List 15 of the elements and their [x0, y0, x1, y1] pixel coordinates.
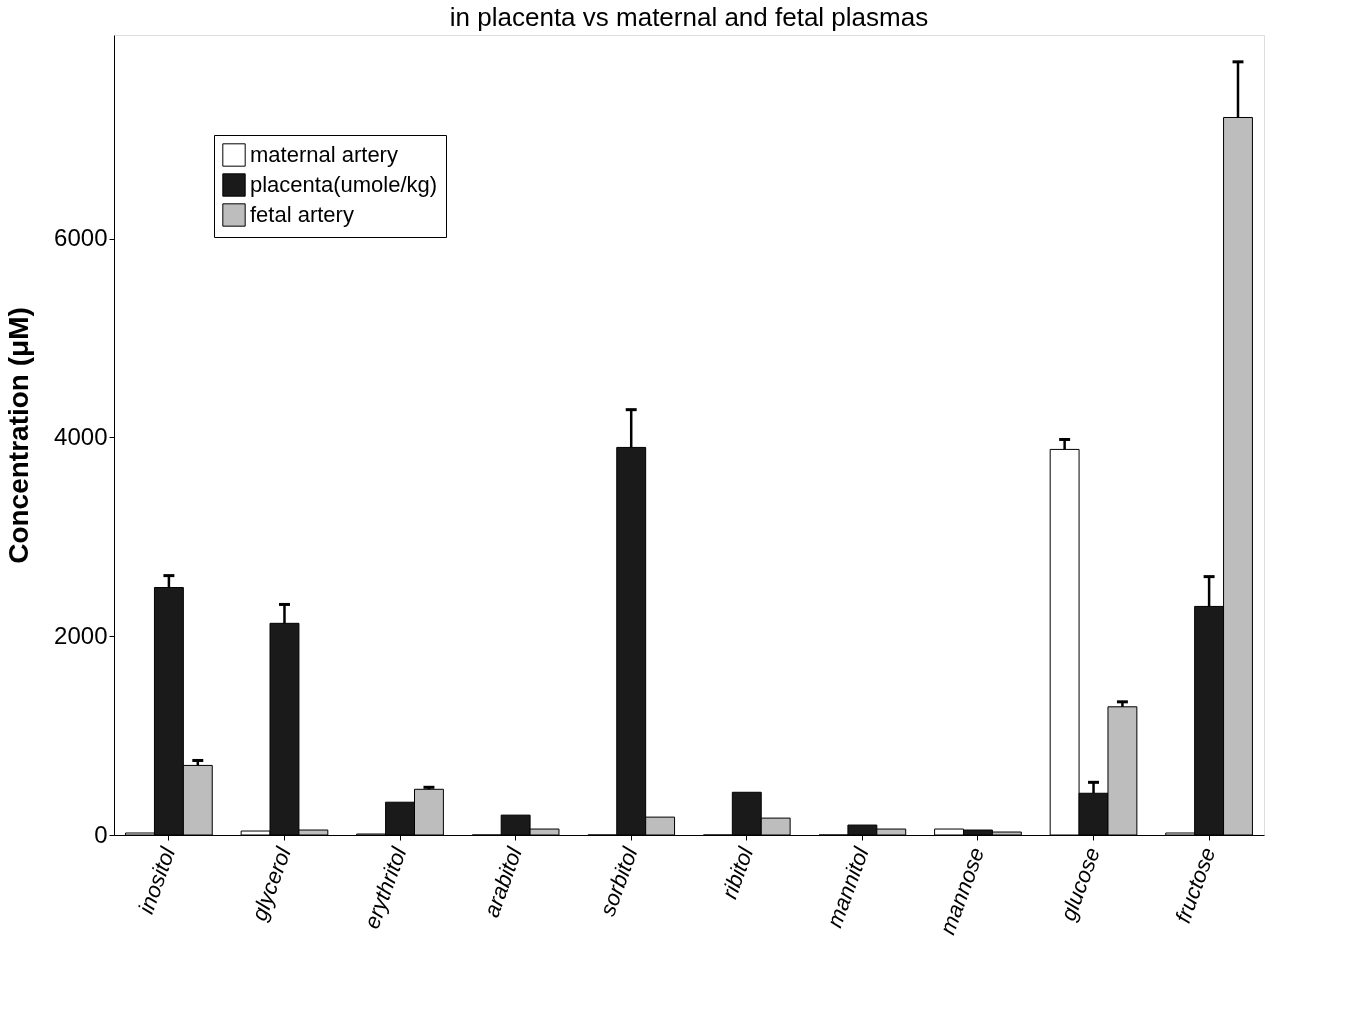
legend-label: maternal artery — [250, 142, 398, 167]
y-tick-label: 0 — [94, 820, 108, 848]
y-tick-label: 4000 — [54, 422, 108, 450]
y-tick-label: 6000 — [54, 224, 108, 252]
chart-title: in placenta vs maternal and fetal plasmas — [449, 2, 929, 32]
legend-label: placenta(umole/kg) — [250, 172, 438, 197]
y-tick-label: 2000 — [54, 621, 108, 649]
x-tick-label: arabitol — [478, 843, 528, 921]
x-tick-label: ribitol — [716, 843, 759, 903]
legend-label: fetal artery — [250, 202, 354, 227]
x-tick-label: glucose — [1055, 844, 1105, 924]
x-tick-label: inositol — [133, 843, 181, 917]
y-axis-title: Concentration (μM) — [3, 307, 35, 564]
x-tick-label: sorbitol — [594, 843, 643, 920]
x-tick-label: glycerol — [246, 843, 297, 924]
